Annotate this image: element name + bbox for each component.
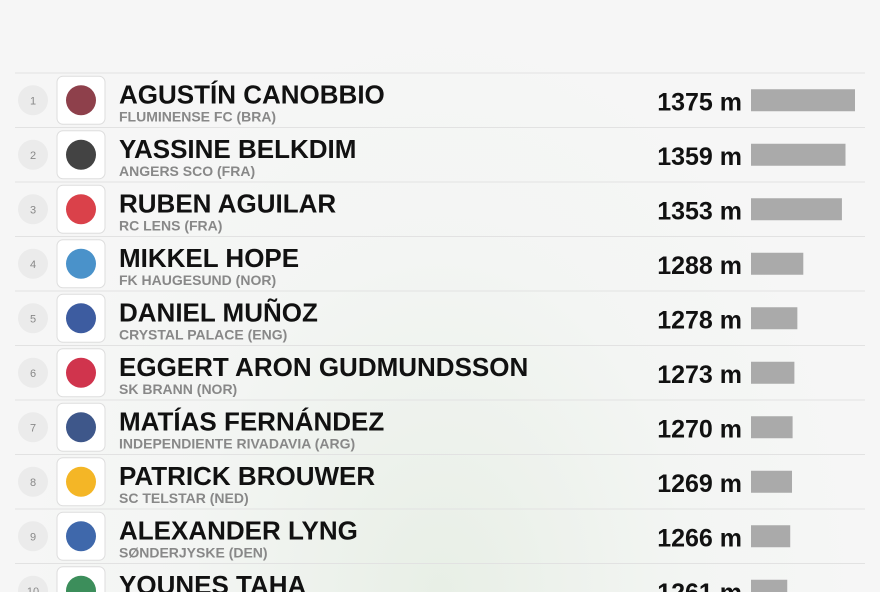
club-name: SK BRANN (NOR) [119, 381, 237, 397]
player-name: RUBEN AGUILAR [119, 188, 336, 218]
rank-badge [18, 85, 48, 116]
club-logo [66, 139, 96, 170]
club-logo [66, 466, 96, 497]
player-name: YASSINE BELKDIM [119, 134, 356, 164]
club-logo [66, 357, 96, 388]
bar [751, 89, 855, 112]
value-label: 1353 m [657, 197, 742, 225]
player-name: DANIEL MUÑOZ [119, 297, 318, 327]
rank: 8 [30, 477, 36, 489]
player-name: MIKKEL HOPE [119, 243, 299, 273]
rank-badge [18, 466, 48, 497]
rank: 4 [30, 259, 36, 271]
bar [751, 579, 788, 592]
rank: 3 [30, 204, 36, 216]
bar [751, 470, 793, 493]
value-label: 1261 m [657, 579, 742, 592]
club-logo [66, 412, 96, 443]
value-label: 1278 m [657, 306, 742, 334]
club-logo [66, 85, 96, 116]
rank: 5 [30, 313, 36, 325]
player-name: AGUSTÍN CANOBBIO [119, 79, 385, 109]
rank: 6 [30, 368, 36, 380]
club-name: ANGERS SCO (FRA) [119, 163, 255, 179]
rank-badge [18, 521, 48, 552]
value-label: 1269 m [657, 470, 742, 498]
rank-badge [18, 357, 48, 388]
player-name: EGGERT ARON GUDMUNDSSON [119, 352, 528, 382]
value-label: 1270 m [657, 415, 742, 443]
value-label: 1273 m [657, 361, 742, 389]
bar [751, 416, 793, 439]
rank: 1 [30, 95, 36, 107]
value-label: 1375 m [657, 88, 742, 116]
club-name: SC TELSTAR (NED) [119, 490, 249, 506]
club-name: INDEPENDIENTE RIVADAVIA (ARG) [119, 435, 355, 451]
club-logo [66, 521, 96, 552]
player-name: ALEXANDER LYNG [119, 515, 358, 545]
value-label: 1266 m [657, 524, 742, 552]
bar [751, 198, 842, 221]
player-name: YOUNES TAHA [119, 570, 307, 592]
rank-badge [18, 248, 48, 279]
club-name: SØNDERJYSKE (DEN) [119, 544, 268, 560]
club-name: CRYSTAL PALACE (ENG) [119, 326, 287, 342]
rank: 10 [27, 586, 39, 592]
bar [751, 525, 791, 548]
club-name: FLUMINENSE FC (BRA) [119, 108, 276, 124]
rank-badge [18, 303, 48, 334]
value-label: 1288 m [657, 252, 742, 280]
rank-badge [18, 575, 48, 592]
club-name: RC LENS (FRA) [119, 217, 222, 233]
club-logo [66, 303, 96, 334]
rank: 2 [30, 150, 36, 162]
rank-badge [18, 139, 48, 170]
rank: 9 [30, 531, 36, 543]
club-logo [66, 575, 96, 592]
bar [751, 143, 846, 166]
value-label: 1359 m [657, 143, 742, 171]
rank-badge [18, 412, 48, 443]
club-logo [66, 248, 96, 279]
club-logo [66, 194, 96, 225]
rank-badge [18, 194, 48, 225]
player-name: PATRICK BROUWER [119, 461, 375, 491]
bar [751, 252, 804, 275]
club-name: FK HAUGESUND (NOR) [119, 272, 276, 288]
player-name: MATÍAS FERNÁNDEZ [119, 406, 384, 436]
rank: 7 [30, 422, 36, 434]
bar [751, 307, 798, 330]
bar [751, 361, 795, 384]
